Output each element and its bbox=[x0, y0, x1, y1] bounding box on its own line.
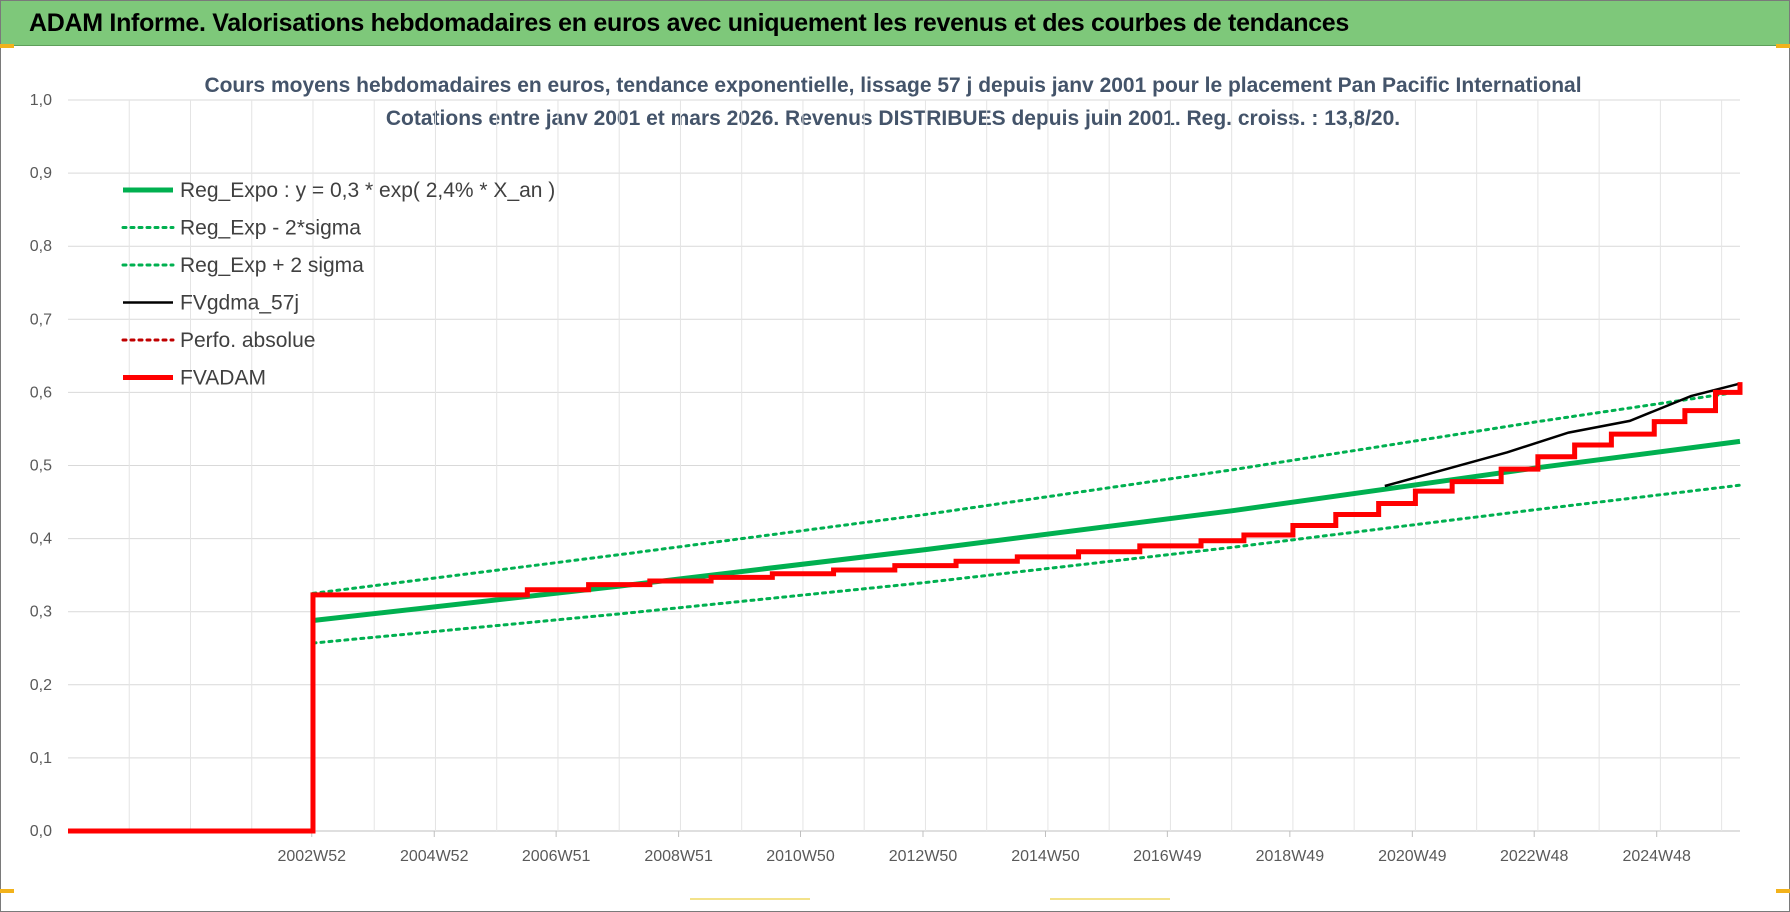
report-title: ADAM Informe. Valorisations hebdomadaire… bbox=[29, 9, 1350, 37]
y-tick-label: 0,4 bbox=[30, 531, 52, 548]
x-tick-label: 2008W51 bbox=[644, 848, 713, 865]
x-tick-label: 2012W50 bbox=[889, 848, 958, 865]
x-tick-label: 2006W51 bbox=[522, 848, 591, 865]
bottom-marker-2 bbox=[1050, 898, 1170, 900]
x-axis: 2002W52 2004W52 2006W51 2008W51 2010W50 2012W… bbox=[278, 831, 1691, 865]
series-line-fvadam bbox=[68, 382, 1743, 834]
x-tick-label: 2014W50 bbox=[1011, 848, 1080, 865]
report-banner: ADAM Informe. Valorisations hebdomadaire… bbox=[1, 1, 1789, 46]
y-axis: 0,0 0,1 0,2 0,3 0,4 0,5 0,6 0,7 0,8 0,9 1,0 bbox=[30, 92, 52, 840]
x-tick-label: 2016W49 bbox=[1133, 848, 1202, 865]
y-tick-label: 0,0 bbox=[30, 823, 52, 840]
x-tick-label: 2002W52 bbox=[278, 848, 347, 865]
series-line-1 bbox=[311, 483, 1742, 645]
chart-title-line-2: Cotations entre janv 2001 et mars 2026. … bbox=[386, 107, 1400, 130]
y-tick-label: 0,6 bbox=[30, 384, 52, 401]
legend-label: Reg_Exp + 2 sigma bbox=[180, 254, 364, 277]
x-tick-label: 2020W49 bbox=[1378, 848, 1447, 865]
chart-title: Cours moyens hebdomadaires en euros, ten… bbox=[204, 74, 1581, 130]
corner-marker-top-right bbox=[1776, 44, 1790, 48]
series-line-2 bbox=[311, 390, 1742, 595]
y-tick-label: 0,1 bbox=[30, 750, 52, 767]
y-tick-label: 0,7 bbox=[30, 311, 52, 328]
legend-label: FVADAM bbox=[180, 367, 266, 390]
corner-marker-bottom-right bbox=[1776, 889, 1790, 893]
legend-label: FVgdma_57j bbox=[180, 292, 299, 315]
legend-label: Perfo. absolue bbox=[180, 329, 315, 352]
legend-label: Reg_Expo : y = 0,3 * exp( 2,4% * X_an ) bbox=[180, 179, 555, 202]
bottom-marker-1 bbox=[690, 898, 810, 900]
y-tick-label: 1,0 bbox=[30, 92, 52, 109]
y-tick-label: 0,3 bbox=[30, 604, 52, 621]
chart-title-line-1: Cours moyens hebdomadaires en euros, ten… bbox=[204, 74, 1581, 97]
y-tick-label: 0,2 bbox=[30, 677, 52, 694]
y-tick-label: 0,5 bbox=[30, 458, 52, 475]
legend: Reg_Expo : y = 0,3 * exp( 2,4% * X_an ) R… bbox=[121, 179, 555, 390]
x-tick-label: 2024W48 bbox=[1622, 848, 1691, 865]
grid bbox=[68, 99, 1740, 832]
corner-marker-bottom-left bbox=[0, 889, 14, 893]
y-tick-label: 0,9 bbox=[30, 165, 52, 182]
y-tick-label: 0,8 bbox=[30, 238, 52, 255]
corner-marker-top-left bbox=[0, 44, 14, 48]
x-tick-label: 2022W48 bbox=[1500, 848, 1569, 865]
x-tick-label: 2018W49 bbox=[1256, 848, 1325, 865]
x-tick-label: 2004W52 bbox=[400, 848, 469, 865]
x-tick-label: 2010W50 bbox=[766, 848, 835, 865]
series-lines bbox=[68, 382, 1743, 834]
legend-label: Reg_Exp - 2*sigma bbox=[180, 217, 361, 240]
series-line-3 bbox=[1384, 382, 1741, 488]
